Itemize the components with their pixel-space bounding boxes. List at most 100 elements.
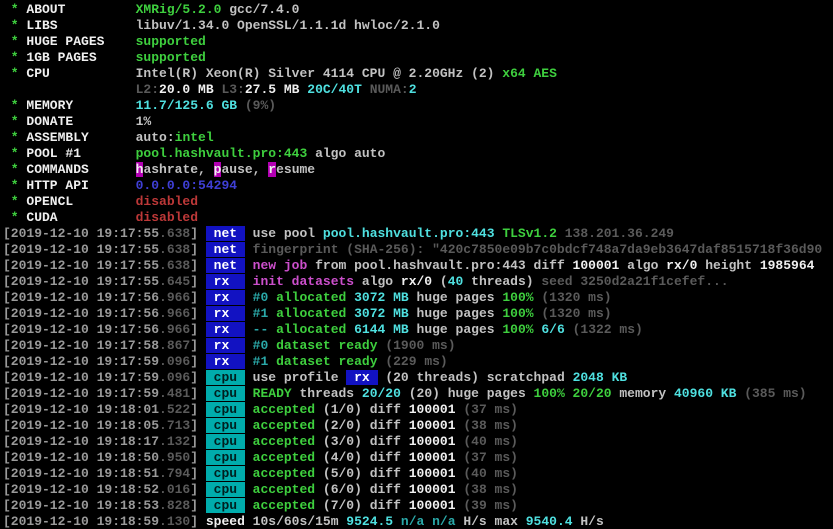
terminal-text-segment: algo — [619, 258, 667, 273]
terminal-text-segment: .966 — [159, 306, 191, 321]
terminal-text-segment: 3072 MB — [354, 290, 417, 305]
terminal-text-segment: .794 — [159, 466, 191, 481]
terminal-text-segment: (5/0) diff — [315, 466, 409, 481]
terminal-text-segment: * — [3, 50, 27, 65]
terminal-text-segment: ] — [190, 322, 206, 337]
terminal-text-segment: accepted — [244, 434, 316, 449]
terminal-line: * CPU Intel(R) Xeon(R) Silver 4114 CPU @… — [3, 66, 833, 82]
terminal-text-segment: [2019-12-10 19:17:59 — [3, 354, 160, 369]
terminal-line: [2019-12-10 19:18:50.950] cpu accepted (… — [3, 450, 833, 466]
terminal-line: * ASSEMBLY auto:intel — [3, 130, 833, 146]
terminal-text-segment: (1900 ms) — [385, 338, 456, 353]
terminal-line: [2019-12-10 19:17:55.638] net fingerprin… — [3, 242, 833, 258]
terminal-text-segment: [2019-12-10 19:17:58 — [3, 338, 160, 353]
terminal-text-segment: h — [135, 162, 144, 177]
terminal-text-segment: .713 — [159, 418, 191, 433]
terminal-line: [2019-12-10 19:17:55.645] rx init datase… — [3, 274, 833, 290]
terminal-text-segment: (39 ms) — [463, 498, 518, 513]
terminal-text-segment: 40 — [447, 274, 464, 289]
terminal-text-segment: L2: — [135, 82, 160, 97]
terminal-text-segment: accepted — [244, 450, 316, 465]
terminal-text-segment: (1320 ms) — [541, 306, 612, 321]
terminal-text-segment: ASSEMBLY — [26, 130, 136, 145]
terminal-text-segment: 11.7/125.6 GB — [135, 98, 245, 113]
terminal-text-segment: allocated — [268, 322, 355, 337]
terminal-text-segment: * — [3, 162, 27, 177]
terminal-text-segment: .130 — [159, 514, 191, 529]
terminal-text-segment: threads — [291, 386, 362, 401]
terminal-line: * POOL #1 pool.hashvault.pro:443 algo au… — [3, 146, 833, 162]
terminal-text-segment: (7/0) diff — [315, 498, 409, 513]
terminal-text-segment: HUGE PAGES — [26, 34, 136, 49]
terminal-text-segment: accepted — [244, 498, 316, 513]
terminal-text-segment: ] — [190, 498, 206, 513]
terminal-text-segment: libuv/1.34.0 OpenSSL/1.1.1d hwloc/2.1.0 — [135, 18, 440, 33]
terminal-text-segment: ABOUT — [26, 2, 136, 17]
terminal-text-segment: .132 — [159, 434, 191, 449]
terminal-text-segment: gcc/7.4.0 — [221, 2, 300, 17]
terminal-text-segment: rx — [205, 322, 245, 337]
terminal-line: L2:20.0 MB L3:27.5 MB 20C/40T NUMA:2 — [3, 82, 833, 98]
terminal-line: [2019-12-10 19:18:01.522] cpu accepted (… — [3, 402, 833, 418]
terminal-text-segment: threads) — [463, 274, 534, 289]
terminal-text-segment: ] — [190, 274, 206, 289]
terminal-text-segment: 9540.4 — [525, 514, 581, 529]
terminal-line: [2019-12-10 19:17:55.638] net use pool p… — [3, 226, 833, 242]
terminal-text-segment: [2019-12-10 19:18:05 — [3, 418, 160, 433]
terminal-text-segment: HTTP API — [26, 178, 136, 193]
terminal-text-segment: 2 — [408, 82, 417, 97]
terminal-text-segment: (38 ms) — [463, 482, 518, 497]
terminal-text-segment: Intel(R) Xeon(R) Silver 4114 CPU @ 2.20G… — [135, 66, 503, 81]
terminal-text-segment: 6/6 — [541, 322, 573, 337]
terminal-text-segment: esume — [276, 162, 316, 177]
terminal-text-segment: NUMA: — [369, 82, 409, 97]
terminal-text-segment: rx/0 — [400, 274, 440, 289]
terminal-text-segment: dataset ready — [268, 338, 386, 353]
terminal-text-segment: r — [268, 162, 277, 177]
terminal-text-segment: supported — [135, 34, 206, 49]
terminal-text-segment: -- — [244, 322, 269, 337]
terminal-text-segment: rx — [205, 338, 245, 353]
terminal-text-segment: ] — [190, 242, 206, 257]
terminal-text-segment: 0.0.0.0:54294 — [135, 178, 238, 193]
terminal-text-segment: algo auto — [307, 146, 386, 161]
terminal-text-segment: * — [3, 66, 27, 81]
terminal-text-segment: LIBS — [26, 18, 136, 33]
terminal-text-segment: #0 — [244, 290, 269, 305]
terminal-text-segment: disabled — [135, 210, 199, 225]
terminal-text-segment: use pool — [244, 226, 323, 241]
terminal-line: * HUGE PAGES supported — [3, 34, 833, 50]
terminal-text-segment: 100001 — [408, 434, 456, 449]
terminal-text-segment: TLSv1.2 — [502, 226, 565, 241]
terminal-text-segment: allocated — [268, 306, 355, 321]
terminal-line: [2019-12-10 19:17:56.966] rx #0 allocate… — [3, 290, 833, 306]
terminal-text-segment: from pool.hashvault.pro:443 diff — [307, 258, 573, 273]
terminal-text-segment: (1320 ms) — [541, 290, 612, 305]
terminal-text-segment: rx — [205, 274, 245, 289]
terminal-text-segment: huge pages — [416, 322, 503, 337]
terminal-text-segment: 9524.5 — [346, 514, 401, 529]
terminal-line: [2019-12-10 19:17:58.867] rx #0 dataset … — [3, 338, 833, 354]
terminal-text-segment: cpu — [205, 402, 245, 417]
terminal-text-segment: .096 — [159, 370, 191, 385]
terminal-text-segment: 1GB PAGES — [26, 50, 136, 65]
terminal-text-segment: rx/0 — [666, 258, 698, 273]
terminal-text-segment: .950 — [159, 450, 191, 465]
terminal-text-segment: net — [205, 258, 245, 273]
terminal-line: [2019-12-10 19:18:51.794] cpu accepted (… — [3, 466, 833, 482]
terminal-text-segment: XMRig/5.2.0 — [135, 2, 222, 17]
terminal-text-segment: (20 threads) scratchpad — [377, 370, 573, 385]
terminal-text-segment: 27.5 MB — [244, 82, 308, 97]
terminal-text-segment: .522 — [159, 402, 191, 417]
terminal-text-segment: 10s/60s/15m — [244, 514, 347, 529]
terminal-text-segment: accepted — [244, 402, 316, 417]
terminal-text-segment: .638 — [159, 242, 191, 257]
terminal-text-segment: (40 ms) — [463, 434, 518, 449]
terminal-text-segment: [2019-12-10 19:17:55 — [3, 274, 160, 289]
terminal-text-segment: cpu — [205, 370, 245, 385]
terminal-text-segment: auto: — [135, 130, 175, 145]
terminal-text-segment: 100001 — [408, 450, 456, 465]
terminal-text-segment: use profile — [244, 370, 347, 385]
terminal-text-segment: rx — [205, 290, 245, 305]
